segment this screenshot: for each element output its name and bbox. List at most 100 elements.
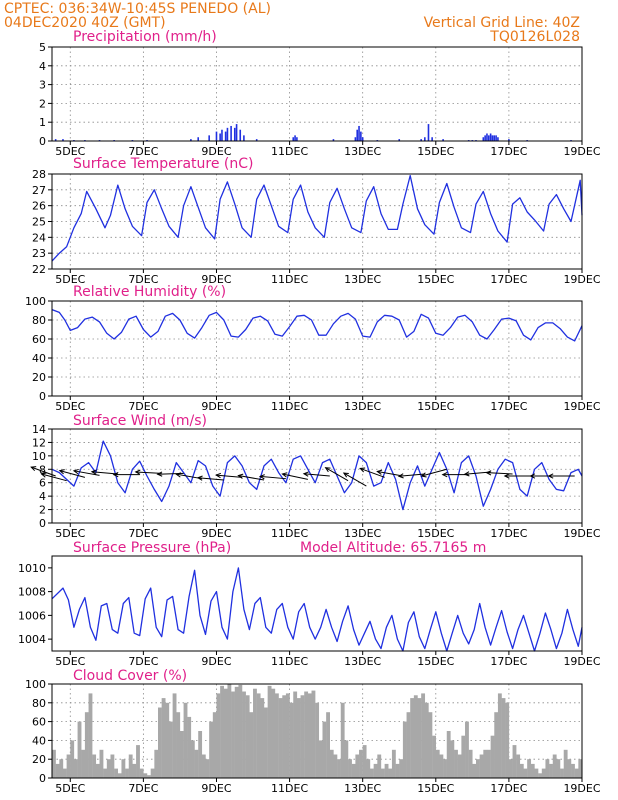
wind-vector-head: [485, 470, 492, 476]
wind-vector: [486, 472, 513, 475]
precipitation-bar: [420, 139, 422, 141]
cloud-cover-bar: [121, 759, 126, 778]
precipitation-bar: [296, 137, 298, 141]
wind-vector-head: [237, 473, 244, 479]
cloud-cover-bar: [231, 691, 235, 778]
humidity-xtick-label: 5DEC: [55, 400, 85, 413]
cloud-cover-bar: [373, 763, 378, 778]
wind-vector: [343, 472, 367, 487]
wind-vector-head: [397, 473, 404, 479]
wind-ytick-label: 0: [39, 517, 46, 530]
cloud-cover-xtick-label: 15DEC: [417, 782, 454, 795]
precipitation-bar: [495, 135, 497, 141]
wind-vector-head: [342, 472, 349, 478]
humidity-xtick-label: 13DEC: [344, 400, 381, 413]
precipitation-bar: [431, 137, 433, 141]
cloud-cover-bar: [168, 721, 173, 778]
cloud-cover-bar: [530, 763, 535, 778]
cloud-cover-bar: [359, 749, 363, 778]
cloud-cover-title: Cloud Cover (%): [73, 668, 187, 684]
cloud-cover-bar: [245, 695, 250, 778]
cloud-cover-bar: [271, 688, 276, 778]
wind-vector: [91, 471, 118, 475]
cloud-cover-bar: [253, 688, 257, 778]
cloud-cover-bar: [362, 745, 367, 778]
cloud-cover-bar: [150, 768, 155, 778]
humidity-xtick-label: 17DEC: [490, 400, 527, 413]
cloud-cover-bar: [549, 763, 553, 778]
wind-ytick-label: 2: [39, 504, 46, 517]
wind-vector: [421, 468, 447, 477]
humidity-line: [51, 308, 583, 342]
precipitation-bar: [255, 139, 258, 141]
wind-vector-head: [156, 471, 163, 477]
precipitation-bar: [354, 137, 357, 141]
temperature-xtick-label: 17DEC: [490, 273, 527, 286]
cloud-cover-xtick-label: 19DEC: [563, 782, 600, 795]
cloud-cover-ytick-label: 60: [32, 716, 46, 729]
cloud-cover-bar: [541, 768, 546, 778]
model-altitude: Model Altitude: 65.7165 m: [300, 540, 486, 556]
precipitation-xtick-label: 11DEC: [271, 145, 308, 158]
cloud-cover-bar: [304, 691, 309, 778]
cloud-cover-bar: [461, 735, 466, 778]
wind-vector-head: [258, 474, 265, 480]
cloud-cover-bar: [443, 759, 447, 778]
temperature-ytick-label: 26: [32, 200, 46, 213]
cloud-cover-bar: [128, 754, 133, 778]
header-model-code: TQ0126L028: [489, 29, 580, 45]
precipitation-bar: [230, 125, 232, 141]
cloud-cover-bar: [136, 745, 140, 778]
cloud-cover-bar: [384, 763, 389, 778]
cloud-cover-bar: [490, 735, 495, 778]
precipitation-bar: [292, 137, 295, 141]
precipitation-bar: [62, 139, 64, 141]
precipitation-xtick-label: 15DEC: [417, 145, 454, 158]
cloud-cover-bar: [187, 716, 192, 778]
precipitation-ytick-label: 4: [39, 60, 46, 73]
wind-ytick-label: 4: [39, 490, 46, 503]
cloud-cover-bar: [333, 754, 338, 778]
precipitation-bar: [235, 124, 238, 141]
cloud-cover-bar: [216, 693, 221, 778]
temperature-xtick-label: 9DEC: [201, 273, 231, 286]
temperature-xtick-label: 19DEC: [563, 273, 600, 286]
cloud-cover-bar: [190, 740, 195, 778]
cloud-cover-bar: [563, 749, 568, 778]
cloud-cover-bar: [348, 759, 352, 778]
cloud-cover-bar: [256, 693, 261, 778]
pressure-line: [51, 567, 583, 652]
wind-title: Surface Wind (m/s): [73, 413, 207, 429]
humidity-title: Relative Humidity (%): [73, 284, 226, 300]
temperature-panel: 22 23 24 25 26 27 28 5DEC 7DEC 9DEC 11DEC 13DEC 15DE…: [32, 168, 601, 286]
cloud-cover-xtick-label: 17DEC: [490, 782, 527, 795]
pressure-ytick-label: 1010: [18, 562, 46, 575]
precipitation-bar: [398, 139, 401, 141]
precipitation-bar: [233, 127, 236, 141]
wind-vector-head: [72, 468, 79, 475]
cloud-cover-bar: [147, 775, 151, 778]
cloud-cover-bar: [370, 768, 374, 778]
wind-vector: [197, 477, 224, 481]
wind-vector: [259, 475, 286, 480]
cloud-cover-bar: [234, 686, 239, 778]
cloud-cover-bar: [516, 754, 521, 778]
wind-vector-head: [30, 466, 37, 472]
cloud-cover-bar: [260, 698, 265, 778]
cloud-cover-bar: [483, 749, 488, 778]
cloud-cover-bar: [55, 763, 60, 778]
cloud-cover-ytick-label: 0: [39, 772, 46, 785]
wind-ytick-label: 12: [32, 436, 46, 449]
pressure-frame: [51, 555, 583, 652]
cloud-cover-bar: [457, 754, 462, 778]
precipitation-ytick-label: 2: [39, 97, 46, 110]
precipitation-bar: [54, 139, 57, 141]
humidity-xtick-label: 11DEC: [271, 400, 308, 413]
precipitation-bar: [487, 135, 490, 141]
cloud-cover-bar: [296, 698, 301, 778]
cloud-cover-bar: [402, 721, 407, 778]
pressure-xtick-label: 17DEC: [490, 655, 527, 668]
cloud-cover-bar: [435, 749, 440, 778]
cloud-cover-bar: [95, 763, 100, 778]
